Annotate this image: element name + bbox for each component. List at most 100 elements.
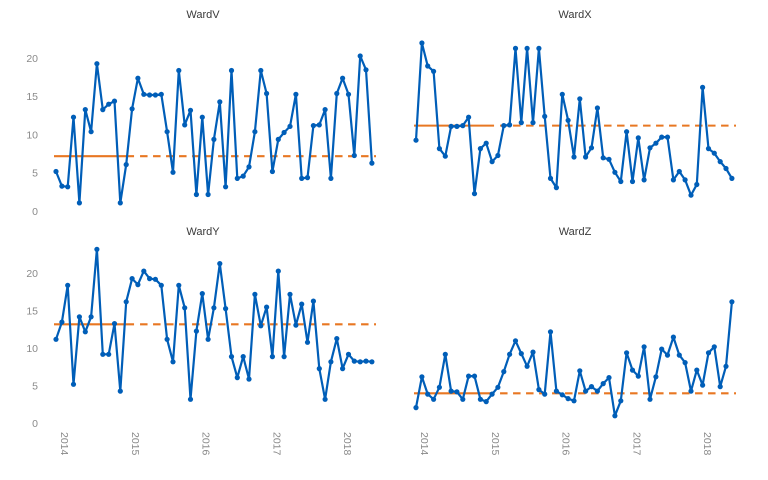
data-point (553, 388, 560, 394)
data-point (547, 329, 554, 335)
panel-title-wardy: WardY (186, 226, 220, 238)
data-point (565, 117, 571, 123)
data-point (158, 282, 164, 288)
data-point (106, 351, 112, 357)
data-point (65, 282, 71, 288)
data-point (152, 276, 158, 282)
data-point (460, 396, 466, 402)
data-point (448, 123, 454, 129)
data-point (466, 114, 472, 120)
data-point (717, 384, 723, 390)
data-point (269, 354, 275, 360)
data-point (477, 396, 483, 402)
data-point (211, 136, 217, 142)
data-point (664, 352, 671, 358)
data-point (507, 122, 513, 128)
data-point (530, 120, 536, 126)
line-series (414, 41, 733, 197)
data-point (182, 122, 188, 128)
data-point (606, 375, 612, 381)
data-point (357, 53, 363, 59)
data-point (501, 123, 507, 129)
data-point (299, 175, 305, 181)
data-point (442, 351, 448, 357)
data-point (664, 134, 671, 140)
data-point (88, 314, 94, 320)
data-point (729, 299, 735, 305)
data-point (448, 388, 454, 394)
data-point (234, 375, 240, 381)
data-point (304, 175, 311, 181)
data-point (129, 276, 135, 282)
data-point (571, 398, 577, 404)
x-tick-label: 2017 (270, 432, 282, 456)
data-point (205, 336, 211, 342)
data-point (653, 374, 659, 380)
data-point (264, 90, 270, 97)
data-point (287, 291, 293, 297)
data-point (59, 183, 65, 189)
data-point (316, 122, 322, 128)
x-tick-label: 2014 (418, 432, 430, 456)
data-point (310, 123, 316, 129)
data-point (123, 162, 129, 168)
data-point (106, 101, 112, 107)
data-point (147, 276, 153, 282)
data-point (70, 114, 77, 120)
data-point (471, 191, 478, 197)
data-point (82, 329, 88, 335)
data-point (293, 91, 299, 97)
data-point (694, 181, 700, 188)
data-point (536, 45, 542, 52)
data-point (729, 175, 735, 181)
data-point (618, 178, 624, 185)
data-point (547, 175, 554, 181)
data-point (670, 334, 677, 340)
data-point (495, 384, 501, 390)
data-point (147, 92, 153, 98)
data-point (688, 388, 694, 394)
data-point (419, 374, 425, 380)
data-point (454, 123, 460, 129)
data-point (340, 366, 346, 372)
data-point (676, 168, 682, 175)
data-point (711, 150, 717, 156)
data-point (565, 396, 571, 402)
data-point (164, 336, 170, 342)
data-point (158, 91, 164, 97)
x-tick-label: 2015 (129, 432, 141, 456)
data-point (340, 75, 346, 81)
y-tick-label: 5 (32, 168, 38, 180)
data-point (635, 373, 641, 379)
data-point (460, 123, 466, 129)
data-point (431, 68, 437, 74)
data-point (264, 304, 270, 310)
data-point (199, 114, 205, 120)
data-point (217, 261, 223, 267)
data-point (76, 314, 82, 320)
data-point (612, 169, 618, 175)
data-point (624, 350, 630, 356)
data-point (275, 268, 281, 274)
data-point (129, 106, 135, 112)
data-point (252, 129, 258, 135)
data-point (413, 405, 419, 411)
data-point (705, 146, 712, 152)
data-point (275, 136, 281, 142)
data-point (436, 384, 442, 390)
data-point (176, 67, 182, 74)
data-point (334, 90, 340, 97)
data-point (228, 67, 235, 74)
data-point (629, 178, 636, 185)
data-point (559, 392, 565, 398)
data-point (281, 354, 287, 360)
data-point (94, 246, 100, 252)
data-point (682, 360, 688, 366)
data-point (328, 359, 334, 365)
data-point (612, 413, 618, 419)
data-point (559, 91, 565, 97)
data-point (53, 168, 59, 175)
y-tick-label: 10 (26, 129, 38, 141)
data-point (345, 351, 352, 357)
data-point (334, 336, 340, 342)
